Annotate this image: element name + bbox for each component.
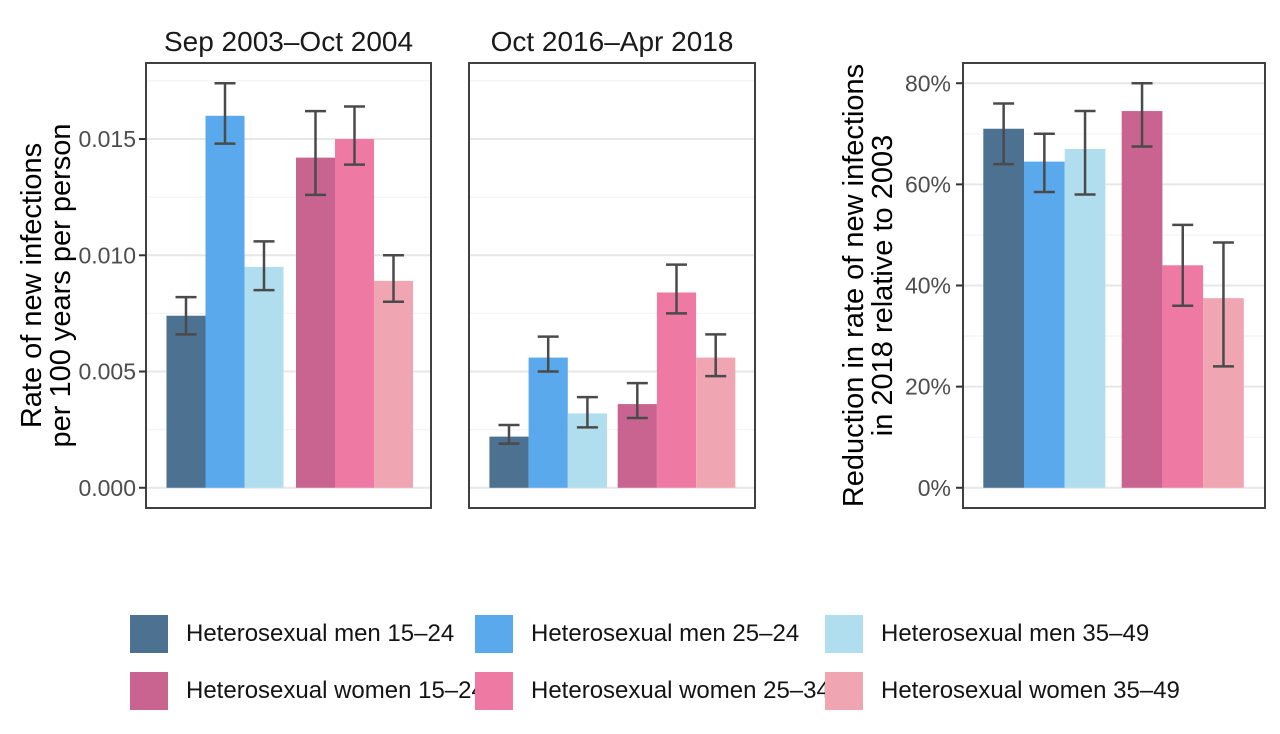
bar-men-15-24 <box>489 436 529 488</box>
bar-men-25-34 <box>528 357 568 488</box>
bar-men-25-34 <box>1024 161 1065 488</box>
legend-swatch-women-15-24 <box>130 672 168 710</box>
bar-women-35-49 <box>374 280 413 488</box>
legend-item-women-25-34: Heterosexual women 25–34 <box>475 672 830 710</box>
y-tick-label: 60% <box>905 171 951 197</box>
legend-item-men-25-34: Heterosexual men 25–24 <box>475 615 799 653</box>
y-tick-label: 40% <box>905 273 951 299</box>
panel-title: Sep 2003–Oct 2004 <box>164 26 413 57</box>
y-tick-label: 20% <box>905 374 951 400</box>
legend-item-men-15-24: Heterosexual men 15–24 <box>130 615 454 653</box>
bar-men-15-24 <box>983 128 1024 488</box>
panel-title: Oct 2016–Apr 2018 <box>491 26 734 57</box>
y-tick-label: 0.000 <box>78 475 136 501</box>
legend-label: Heterosexual women 25–34 <box>531 677 830 704</box>
bar-women-25-34 <box>335 139 374 488</box>
y-tick-label: 80% <box>905 70 951 96</box>
panel-border <box>145 62 432 509</box>
bar-women-15-24 <box>1121 111 1163 488</box>
legend-swatch-men-15-24 <box>130 615 168 653</box>
legend-label: Heterosexual women 15–24 <box>186 677 485 704</box>
legend-swatch-women-25-34 <box>475 672 513 710</box>
bar-men-35-49 <box>244 266 284 488</box>
y-tick-label: 0% <box>918 475 951 501</box>
legend-label: Heterosexual women 35–49 <box>881 677 1180 704</box>
bar-women-15-24 <box>296 157 335 488</box>
legend-label: Heterosexual men 15–24 <box>186 620 455 647</box>
bar-men-35-49 <box>1064 148 1106 488</box>
bar-women-25-34 <box>656 292 697 488</box>
legend-label: Heterosexual men 35–49 <box>881 620 1150 647</box>
legend-swatch-women-35-49 <box>825 672 863 710</box>
legend-item-men-35-49: Heterosexual men 35–49 <box>825 615 1149 653</box>
legend-item-women-35-49: Heterosexual women 35–49 <box>825 672 1180 710</box>
legend-swatch-men-35-49 <box>825 615 863 653</box>
y-axis-title-line: Reduction in rate of new infections <box>838 64 870 507</box>
legend-swatch-men-25-34 <box>475 615 513 653</box>
y-axis-title-line: in 2018 relative to 2003 <box>867 135 899 437</box>
panel-border <box>468 62 756 509</box>
legend-label: Heterosexual men 25–24 <box>531 620 800 647</box>
bar-men-25-34 <box>205 115 245 488</box>
charts-canvas: 0.000 0.005 0.010 0.015 Sep 2003–Oct 2004 Rat… <box>16 26 1266 509</box>
bar-women-35-49 <box>696 357 736 488</box>
y-tick-label: 0.010 <box>78 242 136 268</box>
y-axis-title-line: per 100 years per person <box>45 123 77 447</box>
y-tick-label: 0.005 <box>78 359 136 385</box>
bar-men-15-24 <box>166 315 206 488</box>
legend-item-women-15-24: Heterosexual women 15–24 <box>130 672 485 710</box>
y-axis-title-line: Rate of new infections <box>16 143 48 428</box>
y-tick-label: 0.015 <box>78 126 136 152</box>
